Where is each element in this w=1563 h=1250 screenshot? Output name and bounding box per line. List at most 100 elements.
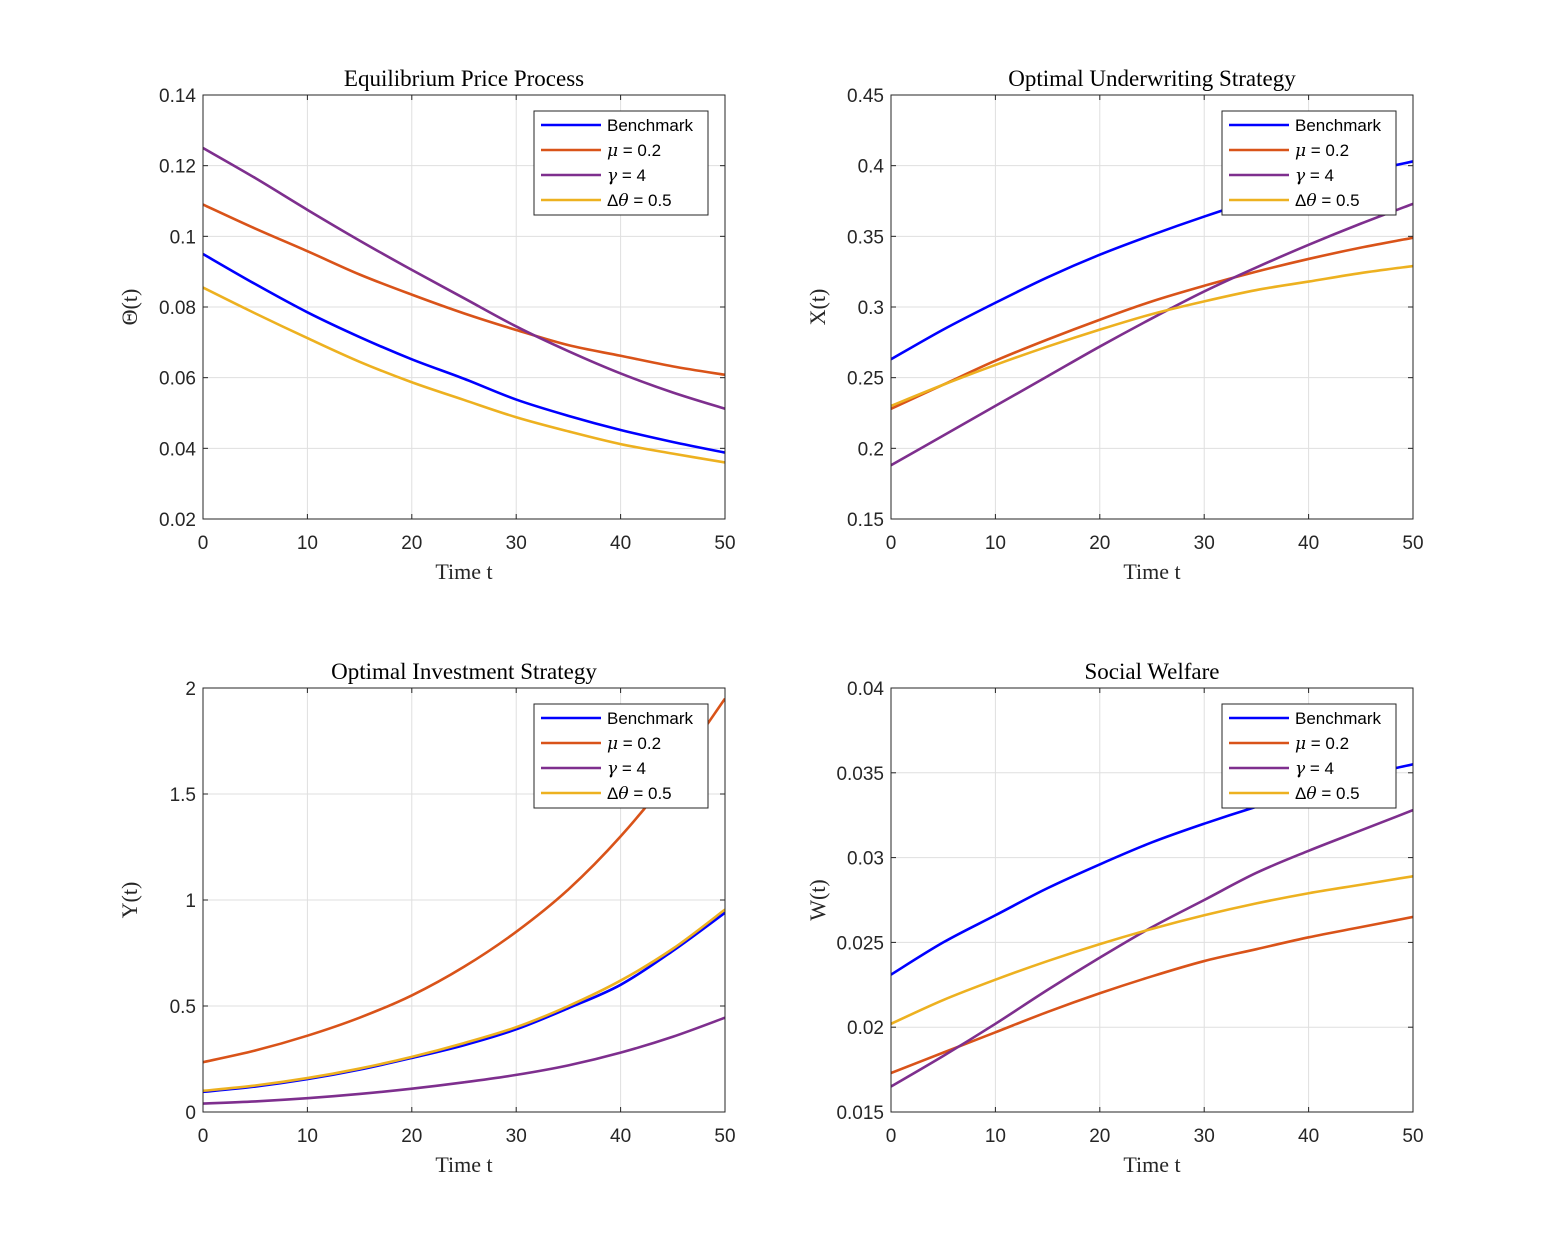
x-tick-label: 30 (1194, 533, 1215, 554)
chart-panel-0: 0 10 20 30 40 50 0.02 0.04 0.06 0.08 0.1 0.12 0.14 Eq… (117, 66, 736, 584)
x-tick-label: 50 (1402, 1126, 1423, 1147)
x-tick-label: 0 (198, 533, 209, 554)
chart-panel-3: 0 10 20 30 40 50 0.015 0.02 0.025 0.03 0.035 0.04 So… (805, 659, 1424, 1177)
x-axis-label: Time t (435, 559, 492, 584)
legend-label-2: γ = 4 (607, 166, 646, 186)
x-axis-label: Time t (435, 1152, 492, 1177)
y-tick-label: 0.025 (836, 933, 884, 954)
legend-box (1221, 703, 1397, 809)
y-tick-label: 0.1 (170, 227, 196, 248)
x-tick-label: 30 (506, 533, 527, 554)
axes-box (890, 687, 1414, 1113)
legend: Benchmark μ = 0.2 γ = 4 Δθ = 0.5 (1221, 110, 1397, 216)
x-tick-label: 40 (610, 533, 631, 554)
y-axis-label: X(t) (805, 289, 830, 326)
y-tick-label: 0.03 (847, 849, 884, 870)
x-tick-label: 10 (985, 533, 1006, 554)
chart-title: Optimal Underwriting Strategy (1008, 66, 1296, 91)
legend: Benchmark μ = 0.2 γ = 4 Δθ = 0.5 (533, 703, 709, 809)
x-tick-label: 40 (1298, 533, 1319, 554)
y-tick-label: 0.2 (858, 439, 884, 460)
y-tick-label: 0.14 (159, 86, 196, 107)
chart-title: Equilibrium Price Process (344, 66, 584, 91)
x-tick-label: 10 (297, 533, 318, 554)
legend-label-1: μ = 0.2 (1295, 141, 1349, 161)
chart-panel-1: 0 10 20 30 40 50 0.15 0.2 0.25 0.3 0.35 0.4 0.45 Opti… (805, 66, 1424, 584)
legend-label-3: Δθ = 0.5 (1295, 191, 1360, 211)
series-line-3 (203, 908, 725, 1093)
legend-label-3: Δθ = 0.5 (607, 191, 672, 211)
series-line-2 (891, 202, 1413, 467)
legend-label-2: γ = 4 (607, 759, 646, 779)
x-tick-label: 30 (1194, 1126, 1215, 1147)
legend-label-0: Benchmark (1295, 116, 1381, 135)
x-tick-label: 20 (401, 533, 422, 554)
legend: Benchmark μ = 0.2 γ = 4 Δθ = 0.5 (1221, 703, 1397, 809)
y-tick-label: 0.06 (159, 369, 196, 390)
series-line-3 (203, 286, 725, 464)
y-tick-label: 0 (185, 1103, 196, 1124)
y-tick-label: 0.02 (847, 1018, 884, 1039)
legend-label-1: μ = 0.2 (607, 734, 661, 754)
legend-label-0: Benchmark (607, 116, 693, 135)
legend-label-3: Δθ = 0.5 (1295, 784, 1360, 804)
chart-panel-2: 0 10 20 30 40 50 0 0.5 1 1.5 2 Optimal Investment S… (117, 659, 736, 1177)
series-line-1 (891, 915, 1413, 1075)
y-tick-label: 2 (185, 679, 196, 700)
legend-label-0: Benchmark (607, 709, 693, 728)
legend-label-1: μ = 0.2 (607, 141, 661, 161)
series-line-1 (203, 203, 725, 377)
series-line-2 (203, 146, 725, 411)
y-axis-label: W(t) (805, 879, 830, 921)
series-line-0 (203, 252, 725, 454)
x-tick-label: 10 (297, 1126, 318, 1147)
series-line-1 (891, 236, 1413, 410)
y-tick-label: 0.35 (847, 227, 884, 248)
x-tick-label: 20 (1089, 1126, 1110, 1147)
legend-box (533, 110, 709, 216)
series-line-2 (891, 808, 1413, 1088)
x-tick-label: 20 (401, 1126, 422, 1147)
y-tick-label: 0.02 (159, 510, 196, 531)
x-tick-label: 50 (1402, 533, 1423, 554)
chart-title: Social Welfare (1084, 659, 1219, 684)
y-axis-label: Θ(t) (117, 289, 142, 326)
x-tick-label: 20 (1089, 533, 1110, 554)
y-tick-label: 0.015 (836, 1103, 884, 1124)
x-tick-label: 50 (714, 533, 735, 554)
y-tick-label: 1.5 (170, 785, 196, 806)
y-tick-label: 0.3 (858, 298, 884, 319)
y-tick-label: 0.12 (159, 157, 196, 178)
x-axis-label: Time t (1123, 1152, 1180, 1177)
x-tick-label: 30 (506, 1126, 527, 1147)
y-tick-label: 0.45 (847, 86, 884, 107)
x-tick-label: 40 (1298, 1126, 1319, 1147)
x-tick-label: 50 (714, 1126, 735, 1147)
series-line-3 (891, 874, 1413, 1025)
legend-box (533, 703, 709, 809)
y-tick-label: 0.035 (836, 764, 884, 785)
series-line-3 (891, 264, 1413, 408)
y-tick-label: 0.5 (170, 997, 196, 1018)
legend-label-0: Benchmark (1295, 709, 1381, 728)
x-tick-label: 10 (985, 1126, 1006, 1147)
y-tick-label: 0.25 (847, 369, 884, 390)
x-axis-label: Time t (1123, 559, 1180, 584)
legend-label-2: γ = 4 (1295, 759, 1334, 779)
series-line-2 (203, 1016, 725, 1105)
y-tick-label: 0.04 (847, 679, 884, 700)
legend-box (1221, 110, 1397, 216)
x-tick-label: 40 (610, 1126, 631, 1147)
legend-label-3: Δθ = 0.5 (607, 784, 672, 804)
legend: Benchmark μ = 0.2 γ = 4 Δθ = 0.5 (533, 110, 709, 216)
legend-label-2: γ = 4 (1295, 166, 1334, 186)
y-tick-label: 0.15 (847, 510, 884, 531)
y-axis-label: Y(t) (117, 882, 142, 919)
legend-label-1: μ = 0.2 (1295, 734, 1349, 754)
y-tick-label: 0.08 (159, 298, 196, 319)
y-tick-label: 0.4 (858, 157, 885, 178)
y-tick-label: 0.04 (159, 439, 196, 460)
chart-title: Optimal Investment Strategy (331, 659, 597, 684)
x-tick-label: 0 (886, 533, 897, 554)
